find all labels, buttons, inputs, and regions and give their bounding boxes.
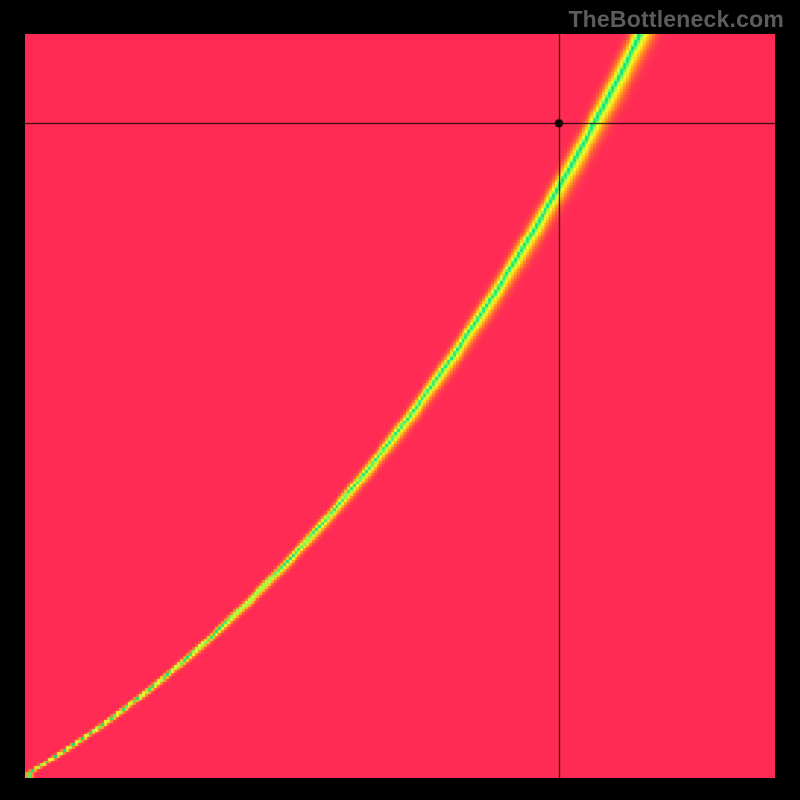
bottleneck-heatmap-canvas <box>25 34 775 778</box>
watermark-text: TheBottleneck.com <box>568 6 784 33</box>
chart-container: TheBottleneck.com <box>0 0 800 800</box>
